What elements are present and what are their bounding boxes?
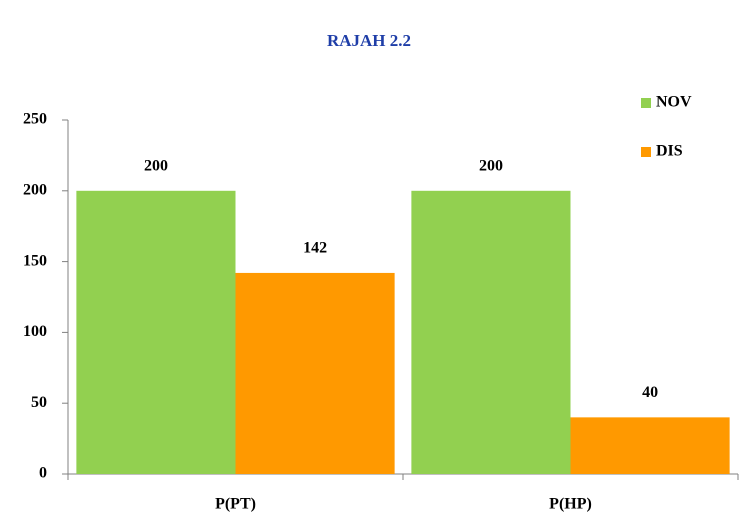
legend-label: NOV <box>656 94 692 111</box>
data-label: 200 <box>144 157 168 174</box>
chart-title: RAJAH 2.2 <box>327 31 411 50</box>
legend-label: DIS <box>656 143 683 160</box>
data-label: 142 <box>303 240 327 257</box>
y-tick-label: 100 <box>23 323 47 340</box>
data-label: 40 <box>642 384 658 401</box>
legend-swatch <box>641 98 651 108</box>
x-tick-label: P(PT) <box>215 496 256 513</box>
x-tick-label: P(HP) <box>549 496 592 513</box>
y-tick-label: 200 <box>23 181 47 198</box>
bar <box>411 190 571 475</box>
data-label: 200 <box>479 157 503 174</box>
bar <box>570 417 730 474</box>
y-tick-label: 50 <box>31 394 47 411</box>
bar <box>76 190 236 475</box>
bar <box>235 272 395 474</box>
y-tick-label: 0 <box>39 465 47 482</box>
y-tick-label: 150 <box>23 252 47 269</box>
legend-swatch <box>641 147 651 157</box>
y-tick-label: 250 <box>23 111 47 128</box>
